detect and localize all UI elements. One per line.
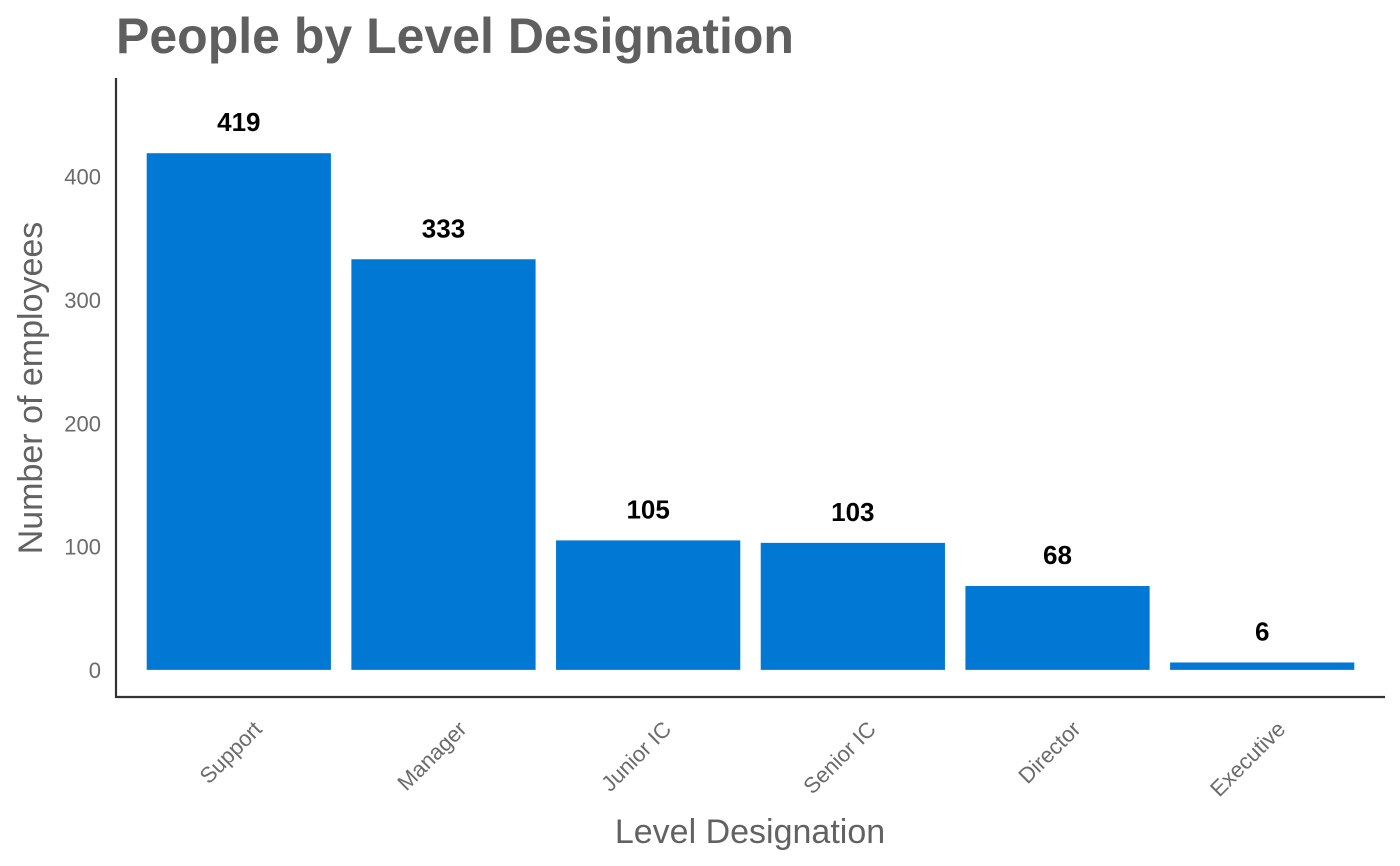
bars-group	[146, 153, 1355, 670]
bar-junior-ic	[556, 540, 741, 670]
y-tick-label: 400	[64, 165, 101, 190]
y-tick-label: 300	[64, 288, 101, 313]
x-tick-label: Director	[1013, 716, 1085, 788]
data-label: 333	[422, 213, 465, 243]
x-tick-label: Executive	[1205, 716, 1290, 801]
x-axis-ticks: Support Manager Junior IC Senior IC Director…	[195, 716, 1291, 801]
chart-title: People by Level Designation	[116, 8, 794, 64]
bar-senior-ic	[760, 542, 945, 670]
y-axis-ticks: 0 100 200 300 400	[64, 165, 101, 683]
data-label: 105	[626, 494, 669, 524]
data-label: 6	[1255, 616, 1269, 646]
x-tick-label: Senior IC	[798, 716, 881, 799]
x-tick-label: Junior IC	[596, 716, 676, 796]
bar-manager	[351, 259, 536, 670]
y-tick-label: 200	[64, 411, 101, 436]
y-tick-label: 0	[89, 658, 101, 683]
bar-support	[146, 153, 331, 670]
data-label: 419	[217, 107, 260, 137]
data-label: 103	[831, 497, 874, 527]
y-tick-label: 100	[64, 535, 101, 560]
y-axis-title: Number of employees	[12, 222, 50, 555]
bar-director	[965, 586, 1150, 670]
x-axis-title: Level Designation	[615, 813, 885, 851]
data-labels-group: 419 333 105 103 68 6	[217, 107, 1269, 646]
x-tick-label: Support	[195, 716, 267, 788]
bar-executive	[1170, 662, 1355, 670]
x-tick-label: Manager	[392, 716, 471, 795]
data-label: 68	[1043, 540, 1072, 570]
